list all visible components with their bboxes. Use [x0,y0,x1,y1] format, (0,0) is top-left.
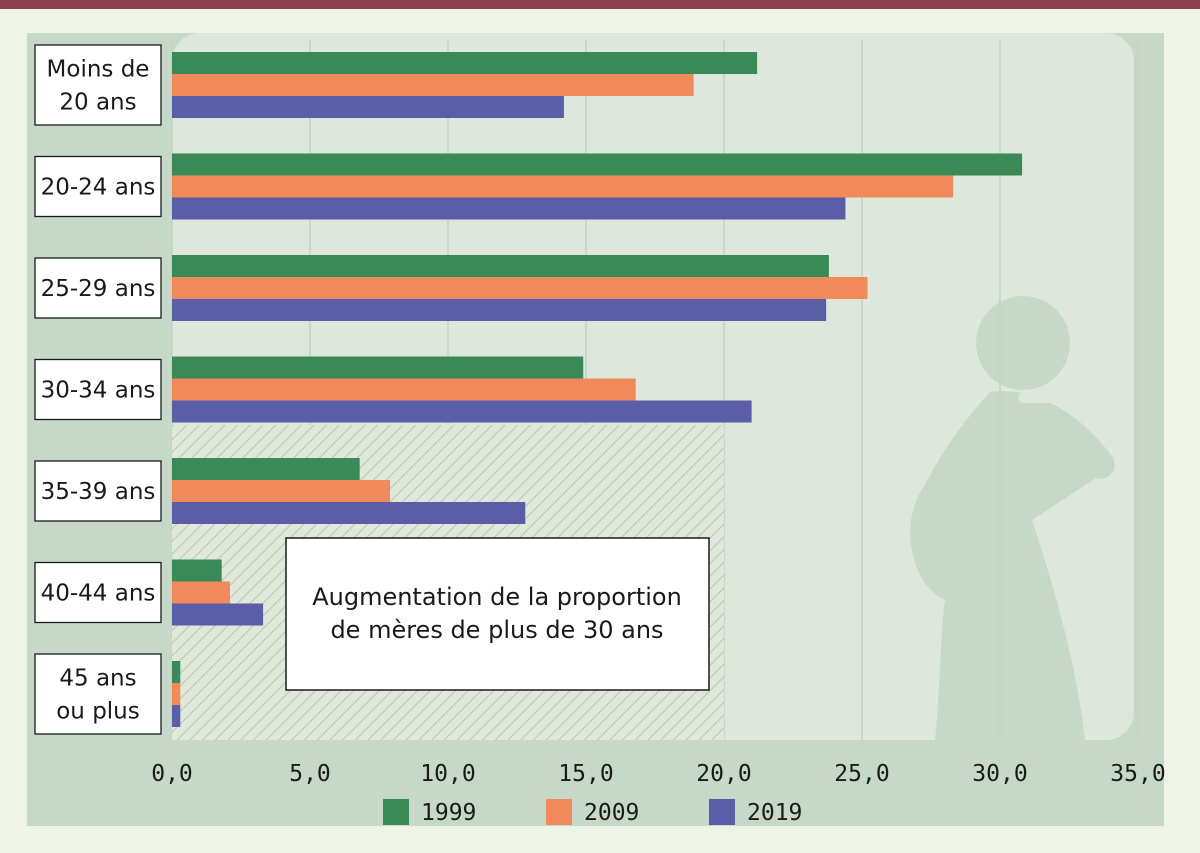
legend-item-1999: 1999 [383,799,476,826]
bar-2019-5 [172,603,264,626]
top-rule [0,0,1200,9]
legend: 1999 2009 2019 [383,799,802,826]
legend-label: 1999 [421,800,476,826]
x-tick-label: 0,0 [151,761,193,787]
x-tick-label: 35,0 [1110,761,1165,787]
bar-2009-1 [172,175,954,198]
bar-1999-2 [172,255,829,277]
bar-2019-0 [172,96,564,118]
annotation-box: Augmentation de la proportion de mères d… [285,537,710,691]
bar-2009-3 [172,378,636,401]
category-label-text: Moins de [47,57,150,83]
legend-label: 2019 [747,800,802,826]
category-label-box [34,358,162,421]
annotation-line-1: Augmentation de la proportion [312,583,682,611]
category-label-4: 35-39 ans [34,460,162,522]
category-label-text: ou plus [56,699,140,725]
bar-1999-1 [172,153,1023,176]
category-label-2: 25-29 ans [34,257,162,319]
category-label-text: 45 ans [59,666,136,692]
category-labels: Moins de 20 ans 20-24 ans 25-29 ans 30-34 an… [34,44,162,735]
category-label-6: 45 ans ou plus [34,653,162,735]
category-label-box [34,460,162,522]
bar-2019-1 [172,197,846,220]
category-label-5: 40-44 ans [34,561,162,624]
category-label-text: 20 ans [59,90,136,116]
bar-2009-5 [172,581,230,604]
bar-2019-3 [172,400,752,423]
legend-swatch [709,799,735,825]
legend-item-2009: 2009 [546,799,639,826]
x-tick-label: 15,0 [558,761,613,787]
category-label-text: 40-44 ans [41,581,156,607]
bar-2009-0 [172,74,694,96]
category-label-1: 20-24 ans [34,155,162,218]
annotation-line-2: de mères de plus de 30 ans [330,616,663,644]
category-label-box [34,257,162,319]
legend-item-2019: 2019 [709,799,802,826]
bar-1999-6 [172,661,181,683]
category-label-box [34,561,162,624]
x-tick-label: 5,0 [289,761,331,787]
bars [172,52,1023,727]
bar-2009-6 [172,683,181,705]
bar-1999-5 [172,559,222,582]
category-label-text: 20-24 ans [41,175,156,201]
x-axis-ticks: 0,0 5,0 10,0 15,0 20,0 25,0 30,0 35,0 [151,761,1165,787]
bar-2019-6 [172,705,181,727]
category-label-box [34,653,162,735]
category-label-text: 30-34 ans [41,378,156,404]
category-label-box [34,155,162,218]
bar-2009-2 [172,277,868,299]
category-label-text: 25-29 ans [41,276,156,302]
category-label-0: Moins de 20 ans [34,44,162,126]
bar-1999-4 [172,458,360,480]
bar-1999-3 [172,356,584,379]
bar-2019-2 [172,299,827,321]
legend-swatch [383,799,409,825]
bar-2009-4 [172,480,391,502]
x-tick-label: 30,0 [972,761,1027,787]
category-label-box [34,44,162,126]
x-tick-label: 20,0 [696,761,751,787]
category-label-text: 35-39 ans [41,479,156,505]
x-tick-label: 10,0 [420,761,475,787]
category-label-3: 30-34 ans [34,358,162,421]
bar-2019-4 [172,502,526,524]
bar-1999-0 [172,52,758,74]
x-tick-label: 25,0 [834,761,889,787]
legend-label: 2009 [584,800,639,826]
legend-swatch [546,799,572,825]
